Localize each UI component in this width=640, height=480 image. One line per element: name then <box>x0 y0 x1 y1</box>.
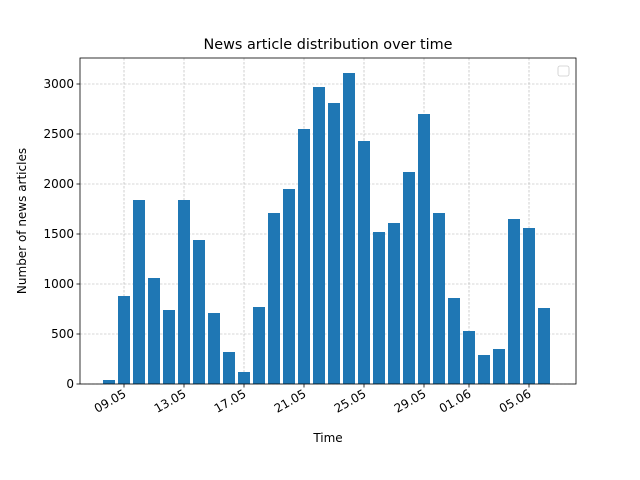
y-tick-label: 3000 <box>43 77 74 91</box>
bar <box>178 200 190 384</box>
y-tick-label: 2500 <box>43 127 74 141</box>
y-tick-label: 2000 <box>43 177 74 191</box>
bar <box>103 380 115 384</box>
x-tick-label: 21.05 <box>272 386 309 415</box>
y-tick-label: 1000 <box>43 277 74 291</box>
bar <box>433 213 445 384</box>
bar <box>478 355 490 384</box>
x-tick-label: 09.05 <box>92 386 129 415</box>
bar <box>388 223 400 384</box>
bar <box>163 310 175 384</box>
x-tick-label: 29.05 <box>392 386 429 415</box>
bar <box>148 278 160 384</box>
bar <box>448 298 460 384</box>
y-tick-label: 0 <box>66 377 74 391</box>
y-axis-label: Number of news articles <box>15 148 29 294</box>
chart-title: News article distribution over time <box>204 37 453 53</box>
bar <box>298 129 310 384</box>
x-tick-label: 13.05 <box>152 386 189 415</box>
bar <box>493 349 505 384</box>
legend <box>557 65 570 77</box>
bar <box>538 308 550 384</box>
bar <box>313 87 325 384</box>
bar <box>238 372 250 384</box>
bar <box>463 331 475 384</box>
bar <box>343 73 355 384</box>
bar <box>208 313 220 384</box>
axes-frame <box>79 57 577 385</box>
bar <box>193 240 205 384</box>
y-tick-label: 500 <box>51 327 74 341</box>
bar <box>268 213 280 384</box>
bar <box>253 307 265 384</box>
x-tick-label: 25.05 <box>332 386 369 415</box>
bar <box>373 232 385 384</box>
bar <box>358 141 370 384</box>
bar <box>283 189 295 384</box>
bar <box>223 352 235 384</box>
bar <box>418 114 430 384</box>
y-tick-label: 1500 <box>43 227 74 241</box>
x-axis-label: Time <box>312 431 342 445</box>
bar <box>508 219 520 384</box>
x-tick-label: 01.06 <box>437 386 474 415</box>
x-tick-label: 05.06 <box>497 386 534 415</box>
bar <box>523 228 535 384</box>
bar <box>328 103 340 384</box>
bar <box>133 200 145 384</box>
bar <box>403 172 415 384</box>
x-tick-label: 17.05 <box>212 386 249 415</box>
bar <box>118 296 130 384</box>
